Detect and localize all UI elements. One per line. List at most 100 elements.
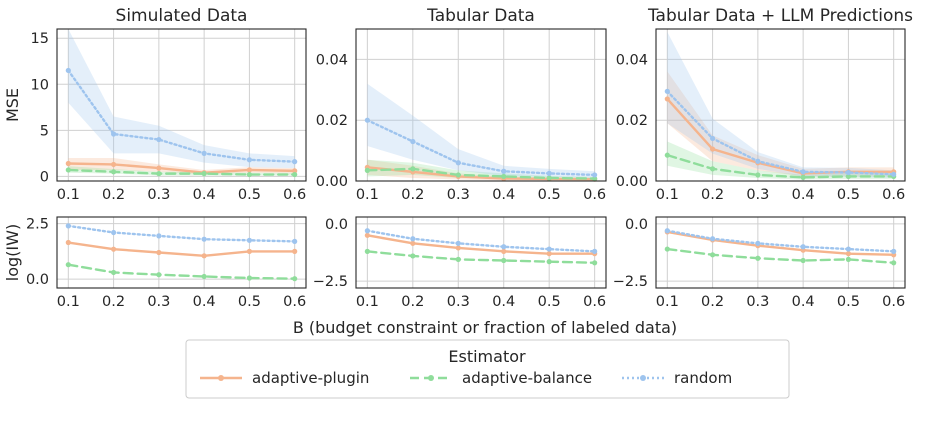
panel-1: 0 5 10 15 0.1 0.2 0.3 0.4 0.5 0.6 Simulated Data MS… (3, 6, 307, 203)
data-point-random (110, 131, 117, 137)
x-tick-label: 0.2 (102, 187, 125, 203)
data-point-random (246, 157, 253, 163)
series-line-adaptive-balance (666, 153, 895, 179)
data-point-adaptive-plugin (709, 146, 716, 152)
data-point-adaptive-balance (410, 166, 416, 172)
data-point-random (364, 117, 370, 123)
data-point-adaptive-plugin (110, 161, 117, 168)
legend-label-adaptive-balance: adaptive-balance (462, 369, 592, 387)
y-tick-label: 0.0 (26, 272, 49, 288)
axes-frame (355, 28, 607, 182)
x-tick-label: 0.3 (746, 187, 769, 203)
x-tick-label: 0.1 (356, 294, 379, 310)
data-point-adaptive-balance (201, 171, 207, 177)
data-point-adaptive-plugin (246, 248, 253, 254)
legend-marker-random (640, 375, 646, 381)
x-tick-label: 0.6 (283, 294, 306, 310)
y-tick-label: 0.04 (616, 52, 648, 68)
data-point-random (65, 223, 71, 229)
y-axis-label: MSE (3, 88, 22, 122)
data-point-random (845, 246, 852, 252)
data-point-adaptive-balance (664, 246, 670, 252)
data-point-random (664, 88, 670, 94)
data-point-random (201, 150, 207, 156)
confidence-band-random (667, 32, 894, 178)
data-point-adaptive-plugin (292, 168, 298, 174)
y-tick-label: 5 (40, 123, 49, 139)
shared-x-axis-label: B (budget constraint or fraction of labe… (293, 318, 677, 337)
x-tick-label: 0.2 (102, 294, 125, 310)
data-point-adaptive-plugin (156, 249, 162, 256)
y-tick-label: 0.02 (316, 113, 348, 129)
data-point-random (546, 170, 552, 176)
data-point-random (292, 159, 298, 165)
series-line-adaptive-balance (366, 250, 596, 265)
series-line-random (67, 224, 296, 243)
x-tick-label: 0.5 (238, 187, 261, 203)
data-point-adaptive-plugin (845, 251, 852, 257)
data-point-adaptive-balance (364, 167, 370, 173)
data-point-random (891, 171, 897, 177)
data-point-adaptive-plugin (364, 232, 370, 238)
series-line-random (67, 69, 296, 163)
data-point-random (246, 237, 253, 243)
data-point-adaptive-balance (592, 175, 598, 182)
series-line-adaptive-plugin (366, 234, 596, 255)
data-point-adaptive-balance (455, 172, 461, 178)
series-line-adaptive-balance (366, 167, 596, 180)
data-point-adaptive-balance (246, 275, 253, 281)
data-point-random (891, 248, 897, 254)
confidence-band-random (367, 83, 595, 178)
y-tick-label: −2.5 (613, 274, 648, 290)
x-tick-label: 0.3 (147, 187, 170, 203)
data-point-adaptive-balance (501, 173, 507, 180)
x-tick-label: 0.1 (356, 187, 379, 203)
x-tick-label: 0.2 (401, 294, 424, 310)
series-line-random (666, 229, 895, 253)
legend-frame (185, 339, 790, 399)
data-point-adaptive-balance (755, 172, 761, 178)
confidence-band-adaptive-plugin (667, 71, 894, 177)
data-point-random (592, 248, 598, 254)
y-tick-label: −2.5 (313, 274, 348, 290)
x-tick-label: 0.5 (538, 187, 561, 203)
data-point-random (709, 236, 716, 242)
x-tick-label: 0.4 (792, 294, 815, 310)
y-tick-label: 0 (40, 169, 49, 185)
x-tick-label: 0.1 (656, 187, 679, 203)
data-point-adaptive-balance (156, 171, 162, 177)
legend: Estimator adaptive-plugin adaptive-balanc… (185, 339, 790, 399)
data-point-random (709, 135, 716, 142)
data-point-adaptive-balance (410, 253, 416, 259)
data-point-adaptive-balance (845, 173, 852, 180)
y-tick-label: 15 (31, 31, 49, 47)
y-tick-label: 0.00 (316, 174, 348, 190)
legend-item-random: random (622, 369, 732, 387)
legend-title: Estimator (448, 347, 526, 366)
x-tick-label: 0.5 (837, 187, 860, 203)
legend-label-random: random (674, 369, 732, 387)
data-point-adaptive-balance (755, 255, 761, 261)
x-tick-label: 0.4 (792, 187, 815, 203)
x-tick-label: 0.1 (656, 294, 679, 310)
data-point-adaptive-balance (201, 273, 207, 280)
data-point-random (156, 136, 162, 143)
panel-5: 0.0 −2.5 0.1 0.2 0.3 0.4 0.5 0.6 (313, 216, 607, 310)
x-tick-label: 0.2 (701, 294, 724, 310)
axes-frame (655, 216, 906, 289)
data-point-random (800, 244, 806, 250)
data-point-adaptive-balance (891, 260, 897, 266)
axes-frame (56, 28, 307, 182)
data-point-adaptive-balance (800, 257, 806, 264)
x-tick-label: 0.3 (447, 294, 470, 310)
series-line-adaptive-balance (67, 263, 296, 280)
y-tick-label: 2.5 (26, 217, 49, 233)
x-tick-label: 0.1 (57, 187, 80, 203)
data-point-adaptive-balance (592, 260, 598, 266)
y-tick-label: 0.0 (325, 217, 348, 233)
series-line-random (366, 118, 596, 177)
x-tick-label: 0.3 (447, 187, 470, 203)
data-point-adaptive-plugin (201, 253, 207, 259)
data-point-adaptive-plugin (501, 248, 507, 254)
